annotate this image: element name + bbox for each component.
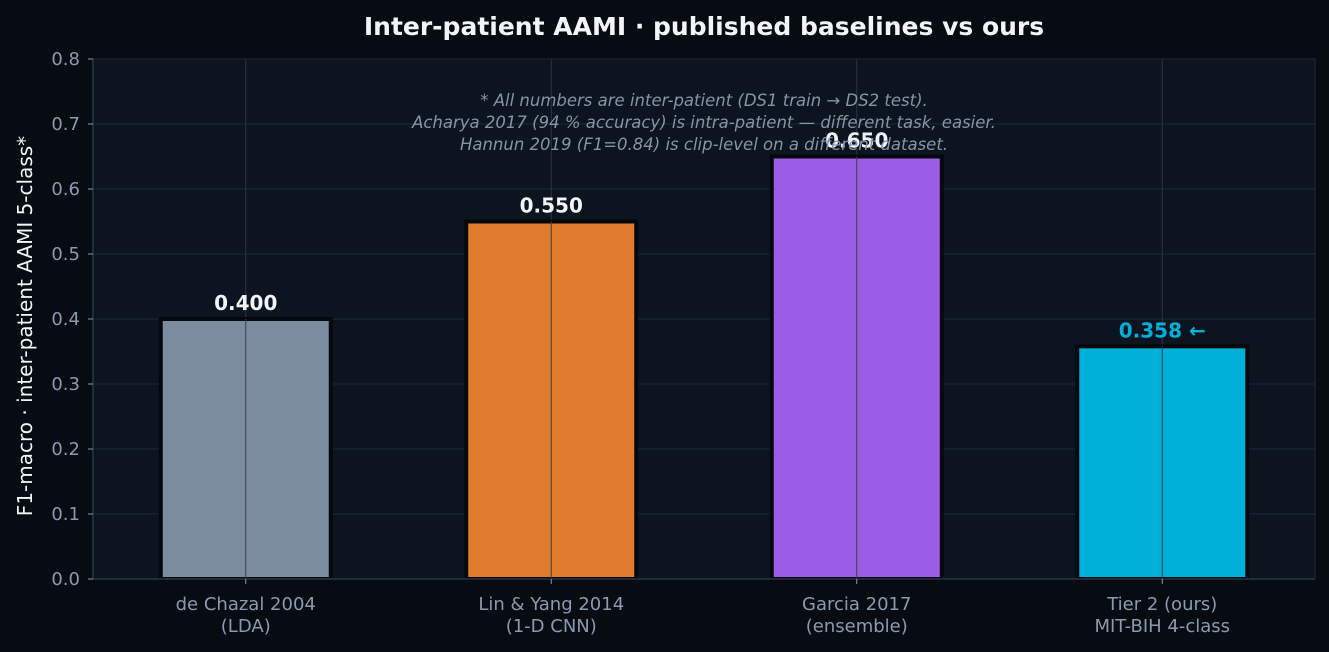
x-tick-label: Tier 2 (ours) [1106,594,1217,615]
x-tick-label: (1-D CNN) [506,616,597,637]
y-tick-label: 0.5 [51,244,80,265]
y-axis-label: F1-macro · inter-patient AAMI 5-class* [13,136,37,516]
x-axis-ticks: de Chazal 2004(LDA) Lin & Yang 2014(1-D C… [176,579,1230,637]
y-tick-label: 0.4 [51,309,80,330]
x-tick-label: Garcia 2017 [802,594,911,615]
annotation-line-2: Acharya 2017 (94 % accuracy) is intra-pa… [411,113,996,132]
y-axis-ticks: 0.0 0.1 0.2 0.3 0.4 0.5 0.6 0.7 0.8 [51,49,93,590]
y-tick-label: 0.8 [51,49,80,70]
value-labels: 0.400 0.550 0.650 0.358 ← [214,129,1206,343]
x-tick-label: (LDA) [221,616,271,637]
y-tick-label: 0.0 [51,569,80,590]
y-tick-label: 0.2 [51,439,80,460]
annotation-line-1: * All numbers are inter-patient (DS1 tra… [480,91,928,110]
x-tick-label: (ensemble) [806,616,908,637]
value-label: 0.550 [520,194,583,218]
y-tick-label: 0.7 [51,114,80,135]
y-tick-label: 0.3 [51,374,80,395]
value-label: 0.358 ← [1119,318,1206,342]
x-tick-label: de Chazal 2004 [176,594,316,615]
value-label: 0.650 [825,129,888,153]
value-label: 0.400 [214,291,277,315]
annotation-line-3: Hannun 2019 (F1=0.84) is clip-level on a… [460,135,948,154]
x-tick-label: MIT-BIH 4-class [1094,616,1230,637]
y-tick-label: 0.1 [51,504,80,525]
vertical-gridlines [245,156,1163,579]
y-tick-label: 0.6 [51,179,80,200]
x-tick-label: Lin & Yang 2014 [478,594,624,615]
chart-title: Inter-patient AAMI · published baselines… [364,12,1044,41]
